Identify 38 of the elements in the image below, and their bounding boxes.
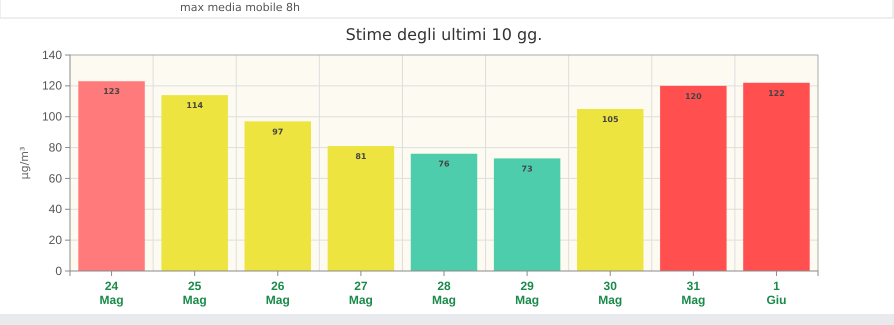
x-tick-label: 26 Mag <box>266 278 290 308</box>
bar <box>494 158 560 271</box>
y-axis-title: µg/m³ <box>18 146 31 180</box>
data-label: 97 <box>272 127 284 136</box>
bar <box>743 82 810 271</box>
data-label: 120 <box>684 92 702 101</box>
data-label: 73 <box>522 164 533 174</box>
data-label: 114 <box>186 101 204 110</box>
y-tick-label: 120 <box>42 78 62 93</box>
x-tick-label: 25 Mag <box>182 278 207 308</box>
x-tick-label: 28 Mag <box>432 278 456 308</box>
x-tick-label: 31 Mag <box>681 278 706 308</box>
y-tick-label: 20 <box>48 232 62 247</box>
y-tick-label: 140 <box>42 48 62 62</box>
x-tick-label: 29 Mag <box>515 278 540 308</box>
y-tick-label: 40 <box>48 202 62 216</box>
bar <box>78 81 145 271</box>
y-tick-label: 80 <box>48 140 62 154</box>
bar <box>161 95 228 271</box>
bar <box>328 146 394 271</box>
data-label: 81 <box>355 152 367 162</box>
text: max media mobile 8h <box>180 1 300 14</box>
x-tick-label: 27 Mag <box>348 278 373 308</box>
y-tick-label: 0 <box>55 264 62 278</box>
data-label: 123 <box>103 87 120 96</box>
x-tick-label: 1 Giu <box>766 278 786 308</box>
bar <box>576 109 644 271</box>
x-tick-label: 30 Mag <box>598 278 622 308</box>
data-label: 105 <box>602 115 620 124</box>
x-tick-label: 24 Mag <box>100 278 124 308</box>
bar <box>244 121 312 271</box>
bar <box>410 154 478 271</box>
chart-title: Stime degli ultimi 10 gg. <box>346 25 542 44</box>
data-label: 76 <box>438 160 450 169</box>
bar <box>660 86 727 271</box>
y-tick-label: 60 <box>48 171 62 186</box>
y-tick-label: 100 <box>42 110 62 124</box>
data-label: 122 <box>768 88 785 98</box>
